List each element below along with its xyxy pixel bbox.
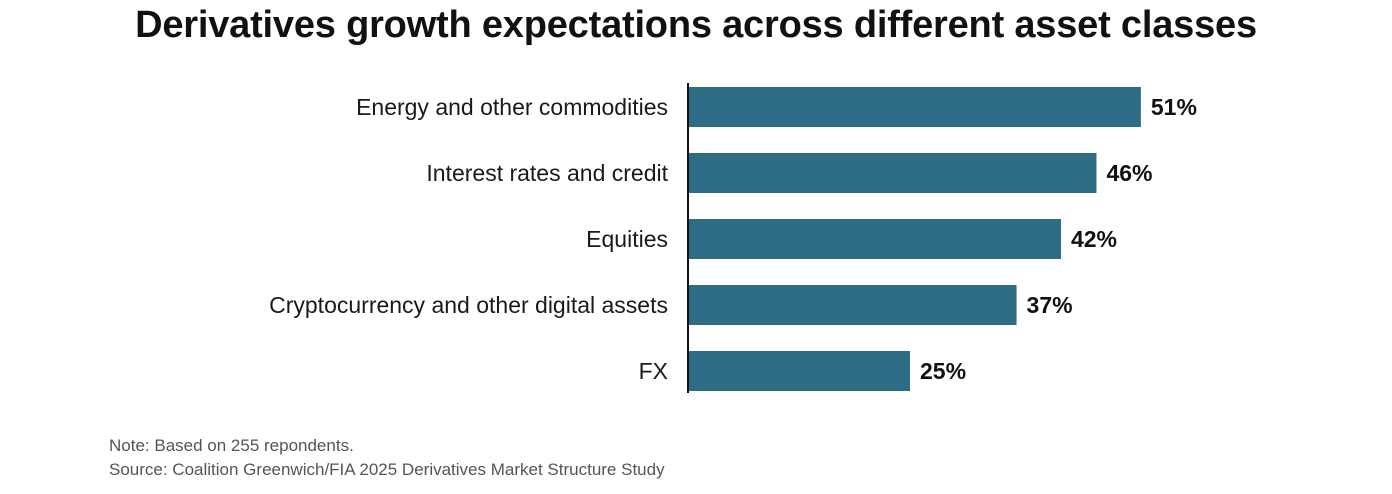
category-label: Energy and other commodities: [356, 94, 668, 120]
bar-2: [688, 153, 1097, 193]
bar-3: [688, 219, 1061, 259]
bar-chart: Energy and other commodities 51% Interest …: [269, 83, 1197, 393]
bars-layer: Energy and other commodities 51% Interest …: [269, 87, 1197, 391]
bar-1: [688, 87, 1141, 127]
category-label: FX: [639, 358, 668, 384]
category-label: Interest rates and credit: [426, 160, 668, 186]
value-label: 37%: [1027, 292, 1073, 318]
chart-source: Source: Coalition Greenwich/FIA 2025 Der…: [109, 460, 665, 479]
category-label: Cryptocurrency and other digital assets: [269, 292, 668, 318]
chart-title: Derivatives growth expectations across d…: [135, 4, 1257, 46]
chart-note: Note: Based on 255 repondents.: [109, 436, 354, 455]
category-label: Equities: [586, 226, 668, 252]
value-label: 46%: [1106, 160, 1152, 186]
value-label: 25%: [920, 358, 966, 384]
bar-5: [688, 351, 910, 391]
value-label: 51%: [1151, 94, 1197, 120]
bar-4: [688, 285, 1017, 325]
value-label: 42%: [1071, 226, 1117, 252]
